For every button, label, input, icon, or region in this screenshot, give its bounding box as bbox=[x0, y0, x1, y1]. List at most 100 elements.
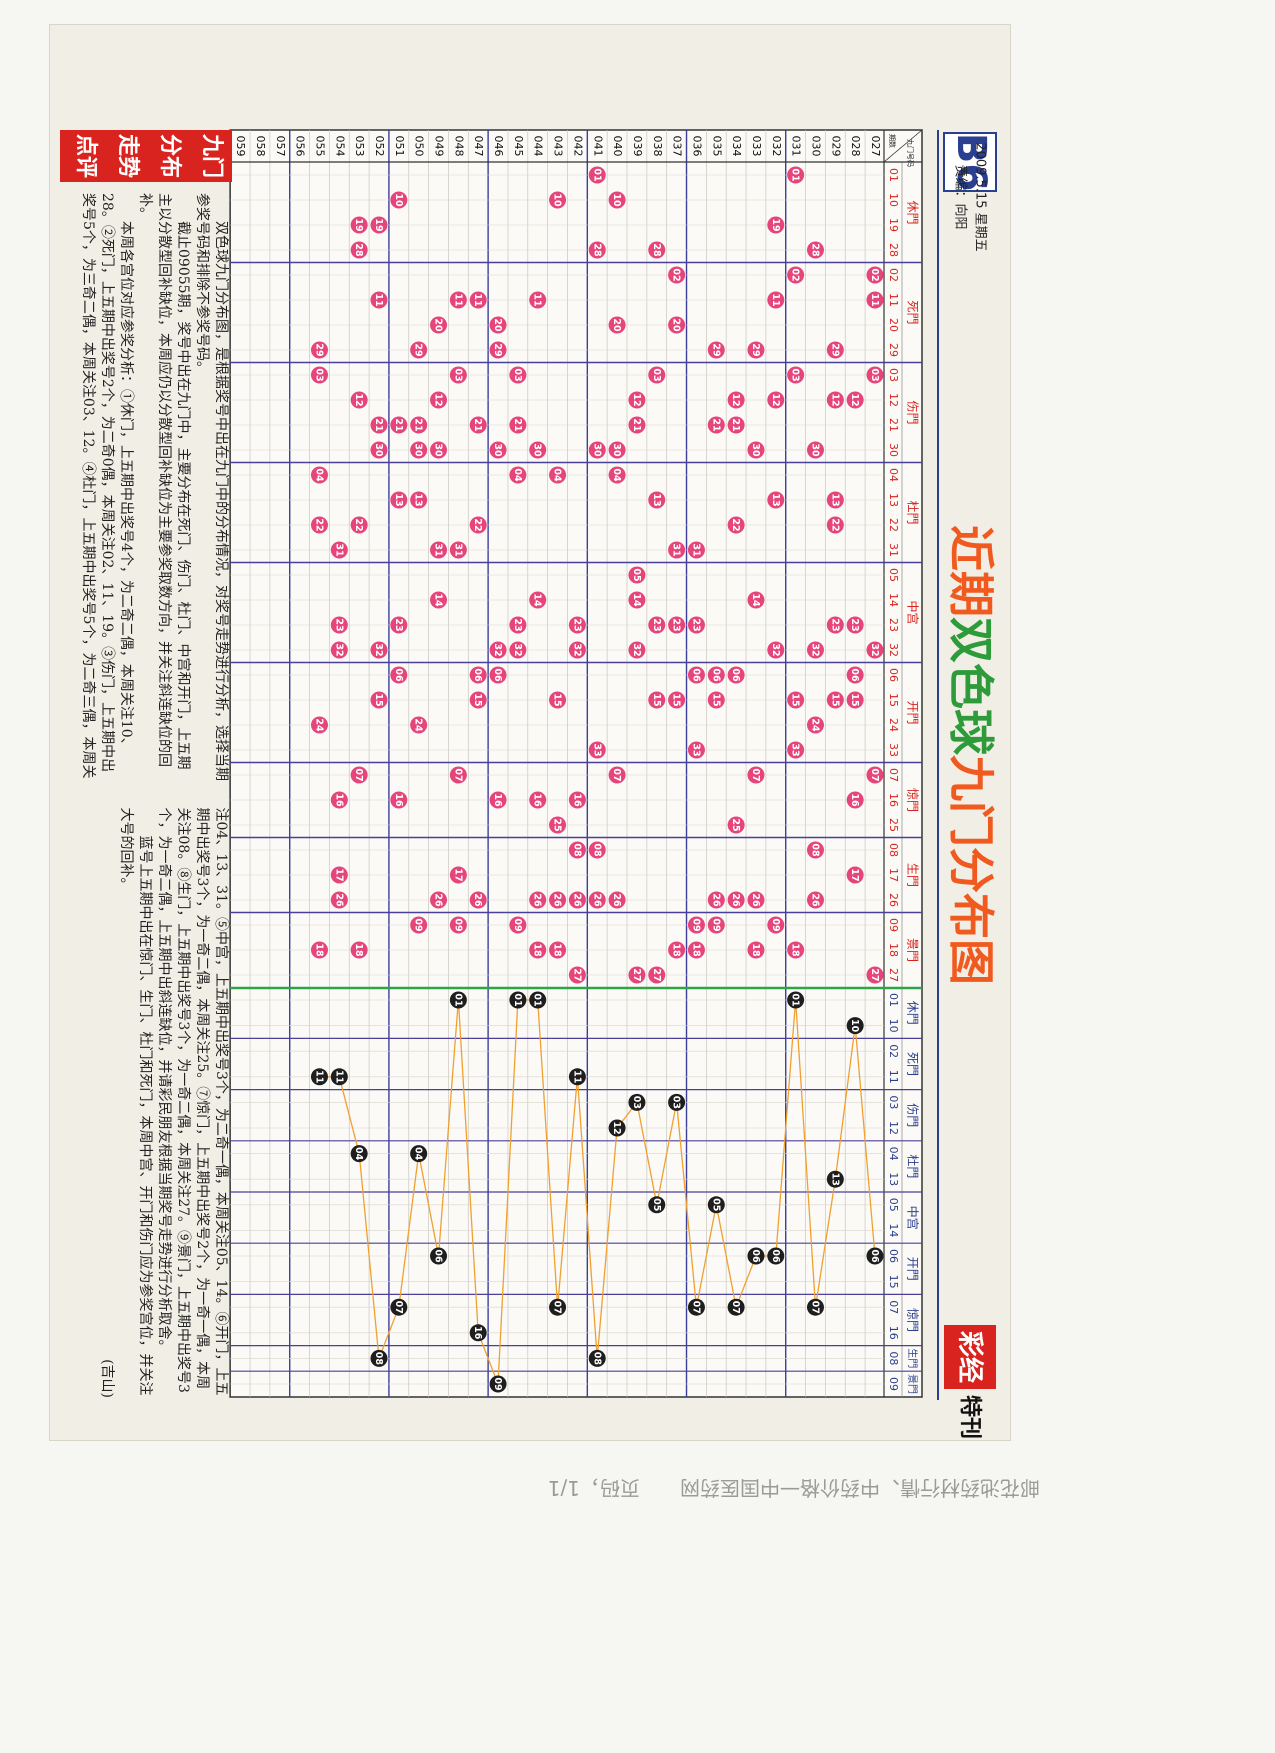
red-ball-number: 23 bbox=[671, 618, 682, 631]
number-header: 08 bbox=[887, 1351, 900, 1365]
red-ball bbox=[489, 641, 507, 659]
red-ball-number: 04 bbox=[611, 468, 622, 482]
red-ball bbox=[747, 341, 765, 359]
number-header: 30 bbox=[887, 443, 900, 457]
red-ball bbox=[826, 516, 844, 534]
red-ball-number: 33 bbox=[790, 743, 801, 756]
red-ball-number: 21 bbox=[710, 418, 721, 431]
red-ball-number: 01 bbox=[790, 168, 801, 181]
red-ball-number: 18 bbox=[532, 943, 543, 957]
blue-ball-number: 12 bbox=[611, 1121, 622, 1134]
blue-ball bbox=[846, 1017, 864, 1035]
blue-ball-number: 08 bbox=[373, 1352, 384, 1366]
table-frame bbox=[229, 129, 923, 1398]
red-ball-number: 09 bbox=[710, 918, 721, 931]
issue-label: 027 bbox=[869, 136, 882, 157]
number-header: 06 bbox=[887, 668, 900, 682]
red-ball bbox=[568, 791, 586, 809]
red-ball-number: 16 bbox=[571, 793, 582, 807]
red-ball-number: 29 bbox=[710, 343, 721, 356]
red-ball-number: 29 bbox=[750, 343, 761, 356]
red-ball-number: 23 bbox=[849, 618, 860, 631]
red-ball bbox=[747, 441, 765, 459]
red-ball bbox=[608, 766, 626, 784]
red-ball-number: 12 bbox=[770, 393, 781, 406]
number-header: 24 bbox=[887, 718, 900, 732]
red-ball bbox=[608, 191, 626, 209]
red-ball bbox=[430, 591, 448, 609]
red-ball bbox=[370, 291, 388, 309]
red-ball-number: 16 bbox=[849, 793, 860, 807]
red-ball-number: 21 bbox=[393, 418, 404, 431]
gate-name: 开門 bbox=[906, 700, 920, 724]
number-header: 18 bbox=[887, 943, 900, 957]
blue-ball bbox=[727, 1298, 745, 1316]
blue-ball-number: 07 bbox=[690, 1301, 701, 1314]
number-header: 20 bbox=[887, 318, 900, 332]
red-ball-number: 25 bbox=[730, 818, 741, 831]
red-ball-number: 31 bbox=[452, 543, 463, 556]
red-ball bbox=[866, 366, 884, 384]
red-ball-number: 15 bbox=[552, 693, 563, 706]
red-ball-number: 13 bbox=[393, 493, 404, 506]
red-ball bbox=[767, 491, 785, 509]
red-ball-number: 30 bbox=[532, 443, 543, 457]
blue-ball bbox=[687, 1298, 705, 1316]
red-ball bbox=[806, 441, 824, 459]
red-ball bbox=[866, 291, 884, 309]
red-ball-number: 14 bbox=[631, 593, 642, 607]
red-ball bbox=[489, 441, 507, 459]
red-ball bbox=[390, 791, 408, 809]
blue-ball-number: 07 bbox=[552, 1301, 563, 1314]
red-ball bbox=[509, 916, 527, 934]
red-ball-number: 13 bbox=[413, 493, 424, 506]
red-ball bbox=[608, 441, 626, 459]
red-ball-number: 10 bbox=[393, 193, 404, 207]
red-ball-number: 28 bbox=[591, 243, 602, 257]
blue-ball bbox=[787, 991, 805, 1009]
number-header: 09 bbox=[887, 918, 900, 932]
red-ball-number: 33 bbox=[591, 743, 602, 756]
red-ball-number: 23 bbox=[333, 618, 344, 631]
red-ball-number: 01 bbox=[591, 168, 602, 181]
issue-label: 049 bbox=[433, 136, 446, 157]
red-ball-number: 12 bbox=[433, 393, 444, 406]
red-ball-number: 18 bbox=[750, 943, 761, 957]
red-ball-number: 30 bbox=[492, 443, 503, 457]
blue-ball-number: 06 bbox=[433, 1249, 444, 1263]
red-ball-number: 21 bbox=[413, 418, 424, 431]
title-part: 九门分布图 bbox=[945, 755, 999, 985]
red-ball-number: 15 bbox=[790, 693, 801, 706]
logo: 彩经 bbox=[955, 1330, 986, 1383]
bleed-through: 邮花池药材行情、中药价格一中国医药网 页码，1/1 bbox=[548, 1475, 1080, 1504]
red-ball-number: 32 bbox=[770, 643, 781, 656]
corner-top: 九门号码 bbox=[906, 139, 915, 167]
red-ball bbox=[430, 891, 448, 909]
red-ball bbox=[509, 416, 527, 434]
issue-label: 054 bbox=[333, 136, 346, 157]
commentary-paragraph: 双色球九门分布图，是根据奖号中出在九门中的分布情况，对奖号走势进行分析，选择当期… bbox=[194, 193, 229, 781]
blue-ball bbox=[350, 1145, 368, 1163]
number-header: 14 bbox=[887, 593, 900, 607]
red-ball-number: 22 bbox=[313, 518, 324, 531]
red-ball bbox=[668, 316, 686, 334]
number-header: 32 bbox=[887, 643, 900, 657]
red-ball bbox=[588, 241, 606, 259]
red-ball bbox=[410, 341, 428, 359]
blue-ball bbox=[568, 1068, 586, 1086]
red-ball bbox=[509, 616, 527, 634]
red-ball bbox=[668, 941, 686, 959]
number-header: 01 bbox=[887, 993, 900, 1007]
blue-ball-number: 11 bbox=[333, 1070, 344, 1083]
red-ball bbox=[469, 891, 487, 909]
blue-ball bbox=[668, 1093, 686, 1111]
gate-name: 惊門 bbox=[906, 788, 921, 812]
red-ball bbox=[806, 841, 824, 859]
number-header: 19 bbox=[887, 218, 900, 232]
title: 近期双色球九门分布图 bbox=[945, 525, 999, 985]
issue-label: 052 bbox=[373, 136, 386, 157]
red-ball bbox=[707, 891, 725, 909]
red-ball bbox=[370, 416, 388, 434]
red-ball-number: 03 bbox=[512, 368, 523, 381]
